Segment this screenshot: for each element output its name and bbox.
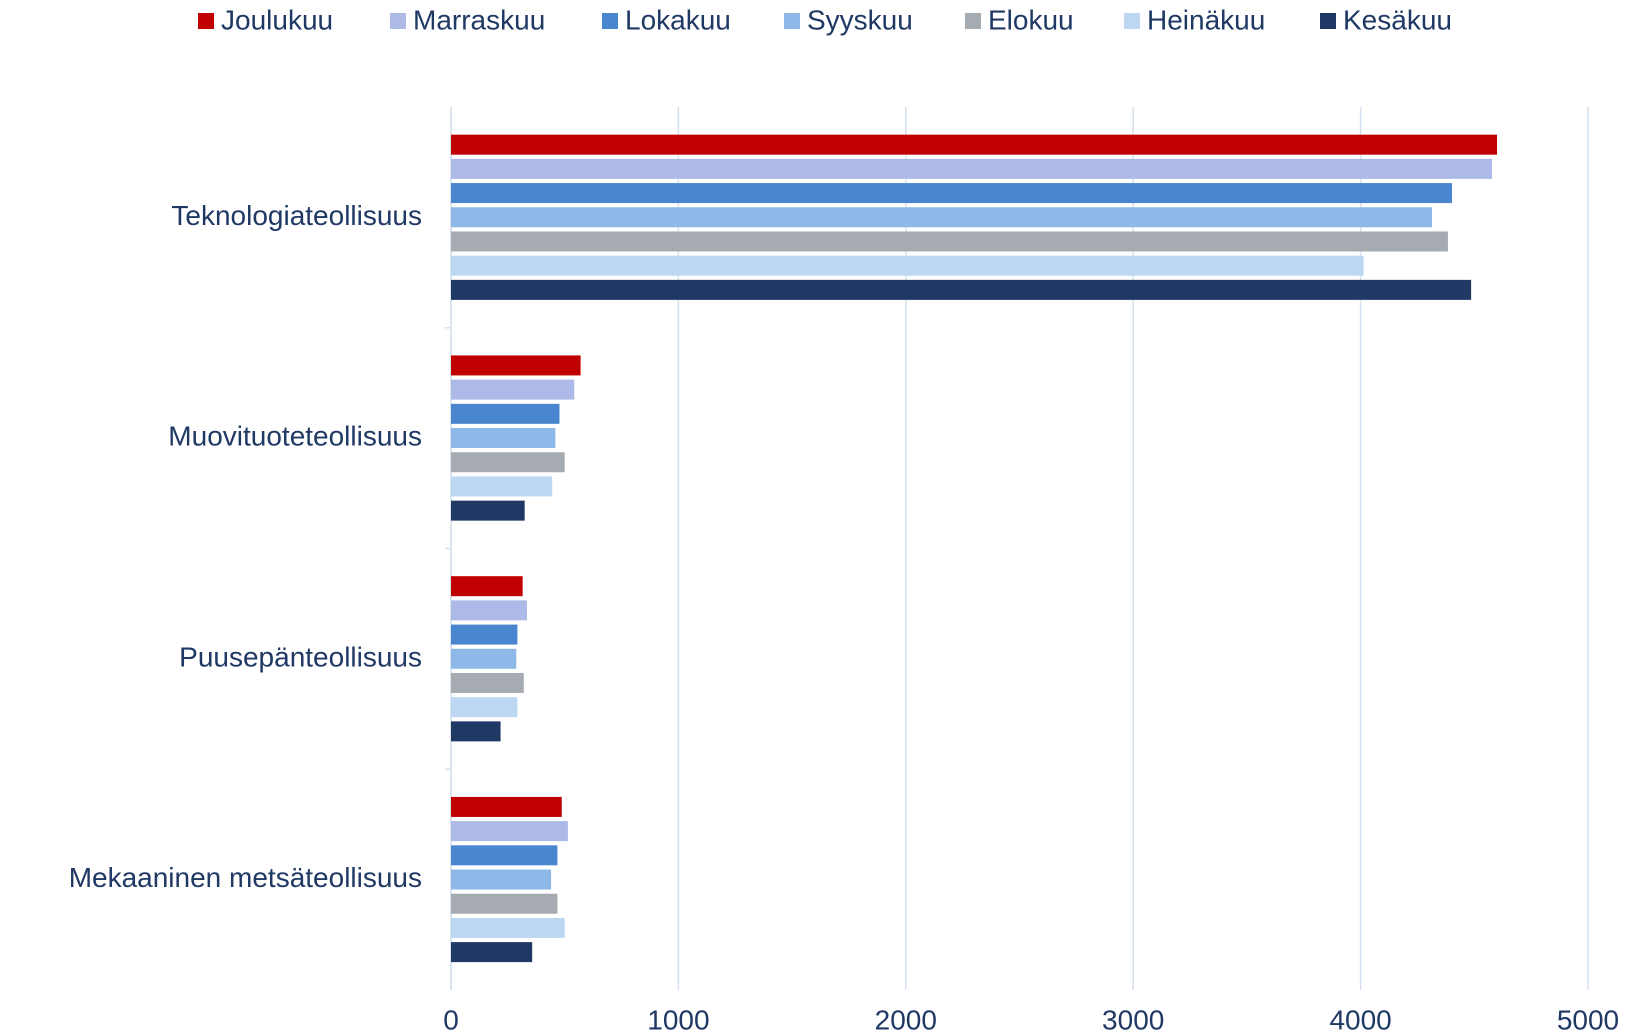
bar xyxy=(451,379,575,400)
legend-label: Joulukuu xyxy=(221,4,333,35)
bar xyxy=(451,648,517,669)
legend-label: Syyskuu xyxy=(807,4,913,35)
legend-label: Marraskuu xyxy=(413,4,545,35)
bar xyxy=(451,476,553,497)
legend-label: Lokakuu xyxy=(625,4,731,35)
bar xyxy=(451,672,524,693)
bar xyxy=(451,183,1453,204)
bar xyxy=(451,428,556,449)
bar xyxy=(451,942,533,963)
bar xyxy=(451,697,518,718)
bar xyxy=(451,255,1364,276)
legend-swatch xyxy=(390,13,406,29)
x-tick-label: 4000 xyxy=(1329,1004,1391,1035)
legend-swatch xyxy=(784,13,800,29)
x-tick-label: 0 xyxy=(443,1004,459,1035)
bar xyxy=(451,845,558,866)
bar xyxy=(451,893,558,914)
bar xyxy=(451,600,527,621)
bar xyxy=(451,279,1472,300)
x-tick-label: 5000 xyxy=(1557,1004,1619,1035)
bar xyxy=(451,355,581,376)
x-tick-label: 3000 xyxy=(1102,1004,1164,1035)
legend-swatch xyxy=(1320,13,1336,29)
bar xyxy=(451,869,552,890)
category-label: Teknologiateollisuus xyxy=(171,200,422,231)
bar xyxy=(451,231,1448,252)
bar xyxy=(451,500,525,521)
bar xyxy=(451,403,560,424)
category-label: Puusepänteollisuus xyxy=(179,641,422,672)
legend-swatch xyxy=(198,13,214,29)
bar xyxy=(451,207,1433,228)
bar xyxy=(451,721,501,742)
bar xyxy=(451,134,1498,155)
legend-label: Kesäkuu xyxy=(1343,4,1452,35)
legend-swatch xyxy=(965,13,981,29)
x-tick-label: 1000 xyxy=(647,1004,709,1035)
x-tick-label: 2000 xyxy=(875,1004,937,1035)
category-label: Mekaaninen metsäteollisuus xyxy=(69,862,422,893)
legend-label: Heinäkuu xyxy=(1147,4,1265,35)
bar xyxy=(451,796,562,817)
bar xyxy=(451,452,565,473)
category-label: Muovituoteteollisuus xyxy=(168,421,422,452)
bar xyxy=(451,624,518,645)
legend-swatch xyxy=(602,13,618,29)
bar xyxy=(451,158,1493,179)
bar xyxy=(451,917,565,938)
bar xyxy=(451,576,523,597)
bar xyxy=(451,821,568,842)
legend-label: Elokuu xyxy=(988,4,1074,35)
legend-swatch xyxy=(1124,13,1140,29)
